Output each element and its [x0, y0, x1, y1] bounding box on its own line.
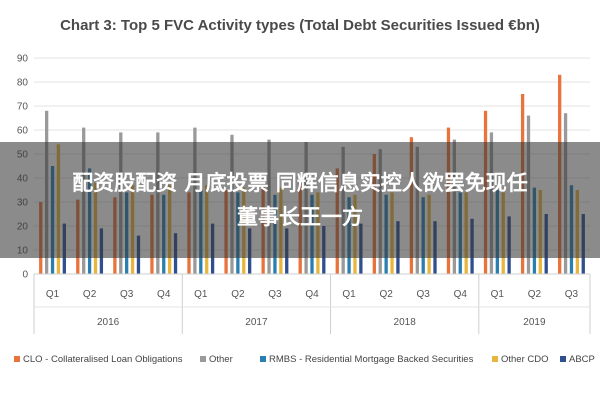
y-tick-label: 70 — [17, 102, 29, 113]
year-label: 2016 — [97, 317, 120, 328]
year-label: 2019 — [523, 317, 546, 328]
year-label: 2017 — [245, 317, 268, 328]
x-tick-label: Q2 — [528, 289, 542, 300]
x-tick-label: Q2 — [231, 289, 245, 300]
legend-swatch — [14, 356, 20, 362]
x-tick-label: Q4 — [305, 289, 319, 300]
x-tick-label: Q1 — [491, 289, 505, 300]
legend-label: Other CDO — [501, 354, 549, 365]
x-tick-label: Q3 — [120, 289, 134, 300]
legend-swatch — [200, 356, 206, 362]
y-tick-label: 80 — [17, 78, 29, 89]
banner-headline[interactable]: 配资股配资 月底投票 同辉信息实控人欲罢免现任 董事长王一方 — [0, 166, 600, 234]
legend: CLO - Collateralised Loan Obligations Oth… — [14, 354, 595, 365]
y-tick-label: 60 — [17, 126, 29, 137]
x-tick-label: Q1 — [342, 289, 356, 300]
legend-label: RMBS - Residential Mortgage Backed Secur… — [269, 354, 474, 365]
legend-swatch — [260, 356, 266, 362]
legend-swatch — [560, 356, 566, 362]
x-tick-label: Q3 — [565, 289, 579, 300]
year-label: 2018 — [394, 317, 417, 328]
x-tick-label: Q2 — [379, 289, 393, 300]
legend-label: CLO - Collateralised Loan Obligations — [23, 354, 183, 365]
legend-label: ABCP — [569, 354, 595, 365]
banner-overlay — [0, 142, 600, 258]
x-tick-label: Q4 — [454, 289, 468, 300]
y-tick-label: 0 — [22, 270, 28, 281]
banner-line-2: 董事长王一方 — [237, 205, 363, 229]
banner-line-1: 配资股配资 月底投票 同辉信息实控人欲罢免现任 — [72, 171, 528, 195]
x-tick-label: Q1 — [194, 289, 208, 300]
y-tick-label: 90 — [17, 54, 29, 65]
x-tick-label: Q2 — [83, 289, 97, 300]
x-tick-label: Q3 — [417, 289, 431, 300]
x-axis: Q1 Q2 Q3 Q4 Q1 Q2 Q3 Q4 Q1 Q2 Q3 Q4 Q1 Q2 Q3 2016 2017 20… — [33, 273, 591, 334]
legend-label: Other — [209, 354, 233, 365]
x-tick-label: Q3 — [268, 289, 282, 300]
legend-swatch — [492, 356, 498, 362]
x-tick-label: Q1 — [46, 289, 60, 300]
x-tick-label: Q4 — [157, 289, 171, 300]
chart-title: Chart 3: Top 5 FVC Activity types (Total… — [60, 17, 540, 34]
